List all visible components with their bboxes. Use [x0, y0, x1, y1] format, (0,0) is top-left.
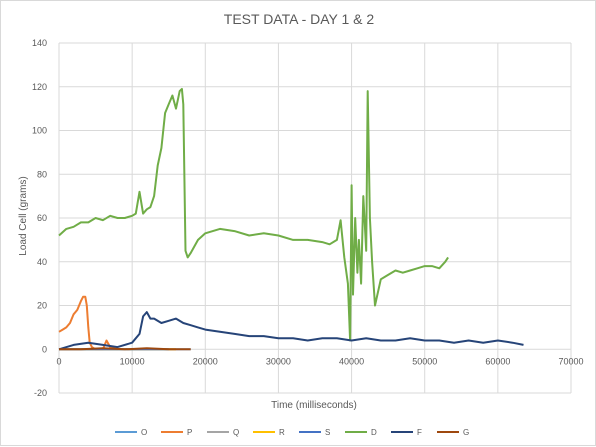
- x-tick-label: 70000: [558, 356, 583, 366]
- legend-label: F: [417, 428, 422, 437]
- y-tick-label: 40: [37, 257, 47, 267]
- y-tick-labels: -20 0 20 40 60 80 100 120 140: [32, 38, 47, 398]
- x-tick-label: 0: [56, 356, 61, 366]
- x-tick-label: 20000: [193, 356, 218, 366]
- legend-item-S: S: [299, 428, 330, 437]
- y-tick-label: 100: [32, 126, 47, 136]
- series-line-D: [58, 87, 449, 342]
- series-line-G: [59, 347, 191, 351]
- y-tick-label: 80: [37, 169, 47, 179]
- series-line-F: [58, 311, 524, 351]
- legend-item-F: F: [391, 428, 422, 437]
- legend-item-D: D: [345, 428, 377, 437]
- legend-item-Q: Q: [207, 428, 239, 437]
- x-axis-title: Time (milliseconds): [271, 400, 357, 411]
- legend-label: R: [279, 428, 285, 437]
- x-tick-label: 10000: [120, 356, 145, 366]
- y-tick-label: 140: [32, 38, 47, 48]
- series-line-P: [58, 295, 118, 351]
- x-tick-label: 50000: [412, 356, 437, 366]
- legend-item-R: R: [253, 428, 285, 437]
- y-tick-label: 20: [37, 301, 47, 311]
- legend-label: S: [325, 428, 330, 437]
- y-tick-label: 60: [37, 213, 47, 223]
- y-tick-label: 0: [42, 344, 47, 354]
- x-tick-label: 40000: [339, 356, 364, 366]
- legend-item-O: O: [115, 428, 147, 437]
- legend-label: D: [371, 428, 377, 437]
- x-tick-labels: 0 10000 20000 30000 40000 50000 60000 70000: [56, 356, 583, 366]
- legend-item-G: G: [437, 428, 469, 437]
- legend-label: P: [187, 428, 192, 437]
- y-tick-label: 120: [32, 82, 47, 92]
- x-tick-label: 60000: [485, 356, 510, 366]
- series-lines: [58, 87, 524, 351]
- legend-label: O: [141, 428, 147, 437]
- chart-title: TEST DATA - DAY 1 & 2: [224, 11, 375, 27]
- legend-label: G: [463, 428, 469, 437]
- x-tick-label: 30000: [266, 356, 291, 366]
- y-tick-label: -20: [34, 388, 47, 398]
- y-axis-title: Load Cell (grams): [18, 176, 29, 255]
- legend-item-P: P: [161, 428, 192, 437]
- legend-label: Q: [233, 428, 239, 437]
